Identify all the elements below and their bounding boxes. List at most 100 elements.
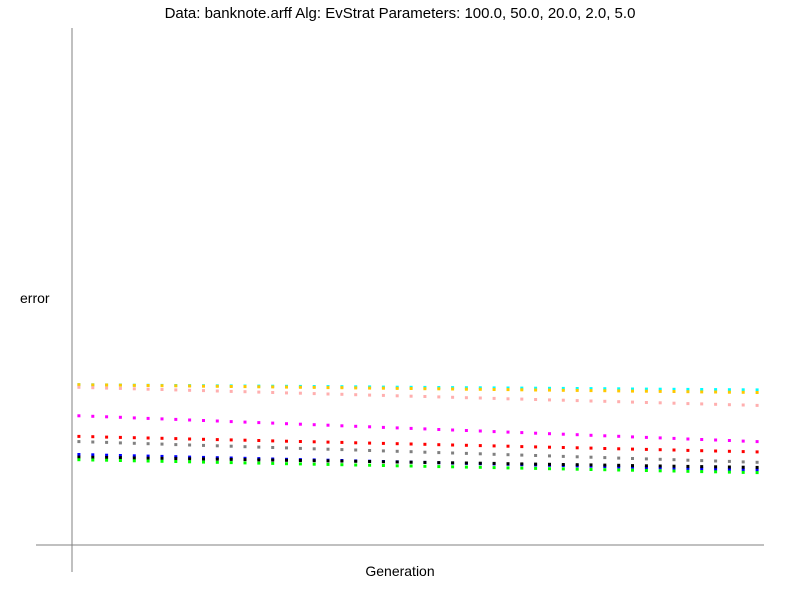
data-point [340,424,344,428]
data-point [423,464,427,468]
data-point [118,415,122,419]
data-point [105,415,109,419]
data-point [257,390,261,394]
data-point [146,387,150,391]
data-point [727,467,731,471]
data-point [215,438,219,442]
data-point [188,388,192,392]
data-point [77,440,81,444]
data-point [603,399,607,403]
data-point [658,389,662,393]
data-point [589,399,593,403]
data-point [243,445,247,449]
data-point [381,386,385,390]
data-point [631,457,634,460]
data-point [520,386,524,390]
data-point [160,388,164,391]
data-point [340,459,344,463]
data-point [77,385,81,389]
data-point [686,390,690,394]
data-point [631,464,634,468]
data-point [520,397,524,401]
data-point [368,449,372,452]
data-point [658,448,662,452]
data-point [561,386,565,390]
data-point [506,397,510,401]
data-point [727,439,731,442]
data-point [257,461,261,465]
data-point [700,465,704,469]
data-point [603,463,607,467]
data-point [91,386,95,390]
data-point [534,398,538,401]
data-point [105,386,109,390]
data-point [672,401,676,405]
data-point [714,438,718,442]
data-point [188,384,192,388]
data-point [285,462,288,466]
data-point [700,459,704,463]
data-point [714,402,718,406]
data-point [617,447,621,451]
data-point [77,458,81,462]
data-point [672,466,676,470]
data-point [118,441,122,445]
data-point [506,462,510,466]
data-point [146,436,150,440]
data-point [506,388,510,392]
data-point [437,461,441,465]
data-point [672,458,676,462]
data-point [603,434,607,438]
data-point [658,436,662,440]
data-point [118,386,122,390]
data-point [409,464,413,468]
data-point [326,462,330,466]
data-point [243,458,247,462]
data-point [354,386,358,390]
data-point [423,387,427,391]
data-point [146,442,150,446]
data-point [188,460,192,464]
data-point [395,426,399,430]
data-point [132,383,136,387]
data-point [285,446,288,450]
data-point [160,436,164,440]
data-point [132,436,136,440]
data-point [298,440,302,443]
data-point [105,456,109,459]
data-point [215,457,219,461]
data-point [160,459,164,463]
data-point [395,464,399,468]
data-point [188,418,192,422]
data-point [561,467,565,471]
data-point [492,396,496,400]
data-point [285,385,288,389]
data-point [548,386,551,390]
data-point [257,421,261,425]
data-point [520,388,524,392]
data-point [174,417,178,421]
data-point [91,458,95,462]
data-point [271,439,275,443]
data-point [91,435,95,439]
data-point [534,388,538,392]
data-point [492,388,496,391]
data-point [686,402,690,406]
data-point [215,444,219,448]
data-point [727,459,731,463]
data-point [215,389,219,393]
data-point [105,453,109,457]
data-point [672,448,676,452]
data-point [381,460,385,464]
data-point [451,443,455,447]
data-point [672,436,676,440]
data-point [395,460,399,464]
data-point [243,390,247,394]
data-point [340,392,344,396]
data-point [312,447,316,451]
data-point [132,441,136,445]
data-point [644,389,648,393]
data-point [686,458,690,462]
data-point [298,422,302,426]
data-point [658,401,662,405]
